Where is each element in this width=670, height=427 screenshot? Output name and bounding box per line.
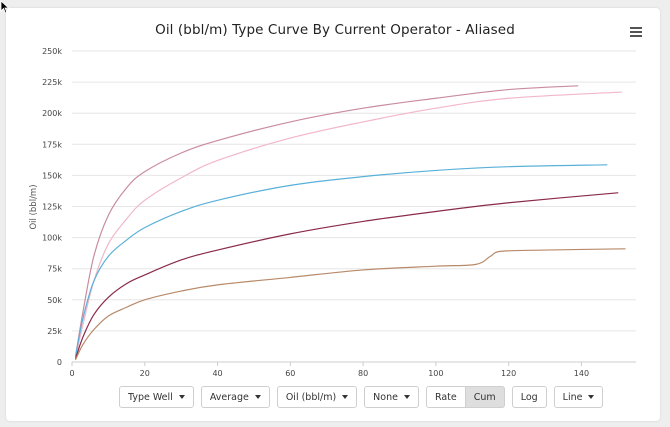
average-label: Average [209,391,249,403]
hamburger-menu-icon[interactable] [630,27,642,37]
chart-controls: Type Well Average Oil (bbl/m) None Rate … [119,386,610,408]
y-tick-label: 25k [47,327,62,336]
type-well-dropdown[interactable]: Type Well [119,386,194,408]
y-axis-label: Oil (bbl/m) [29,184,39,229]
y-tick-label: 50k [47,296,62,305]
x-tick-label: 80 [358,369,368,378]
x-tick-label: 120 [501,369,516,378]
x-tick-label: 60 [285,369,295,378]
log-button[interactable]: Log [511,386,547,408]
average-dropdown[interactable]: Average [200,386,270,408]
x-tick-label: 0 [69,369,74,378]
caret-down-icon [254,395,261,399]
caret-down-icon [342,395,349,399]
x-tick-label: 140 [574,369,589,378]
oil-unit-dropdown[interactable]: Oil (bbl/m) [276,386,358,408]
chart-title: Oil (bbl/m) Type Curve By Current Operat… [155,22,515,38]
caret-down-icon [588,395,595,399]
x-tick-label: 100 [428,369,443,378]
caret-down-icon [403,395,410,399]
y-tick-label: 175k [42,140,62,149]
x-tick-label: 40 [212,369,222,378]
x-tick-label: 20 [140,369,150,378]
rate-button[interactable]: Rate [425,386,466,408]
rate-cum-toggle: Rate Cum [425,386,505,408]
cum-button[interactable]: Cum [465,386,505,408]
oil-unit-label: Oil (bbl/m) [285,391,337,403]
line-type-label: Line [562,391,583,403]
series-line-2[interactable] [75,91,623,358]
series-line-1[interactable] [75,85,579,357]
y-tick-label: 225k [42,78,62,87]
none-label: None [373,391,398,403]
series-line-4[interactable] [75,192,619,359]
series-line-3[interactable] [75,164,608,357]
line-type-dropdown[interactable]: Line [553,386,604,408]
caret-down-icon [178,395,185,399]
y-tick-label: 200k [42,109,62,118]
y-tick-label: 100k [42,234,62,243]
series-line-5[interactable] [75,248,626,361]
y-tick-label: 125k [42,203,62,212]
y-tick-label: 250k [42,47,62,56]
type-well-label: Type Well [128,391,173,403]
y-tick-label: 0 [57,358,62,367]
y-tick-label: 75k [47,265,62,274]
chart-card [6,8,660,421]
y-tick-label: 150k [42,171,62,180]
none-dropdown[interactable]: None [364,386,419,408]
